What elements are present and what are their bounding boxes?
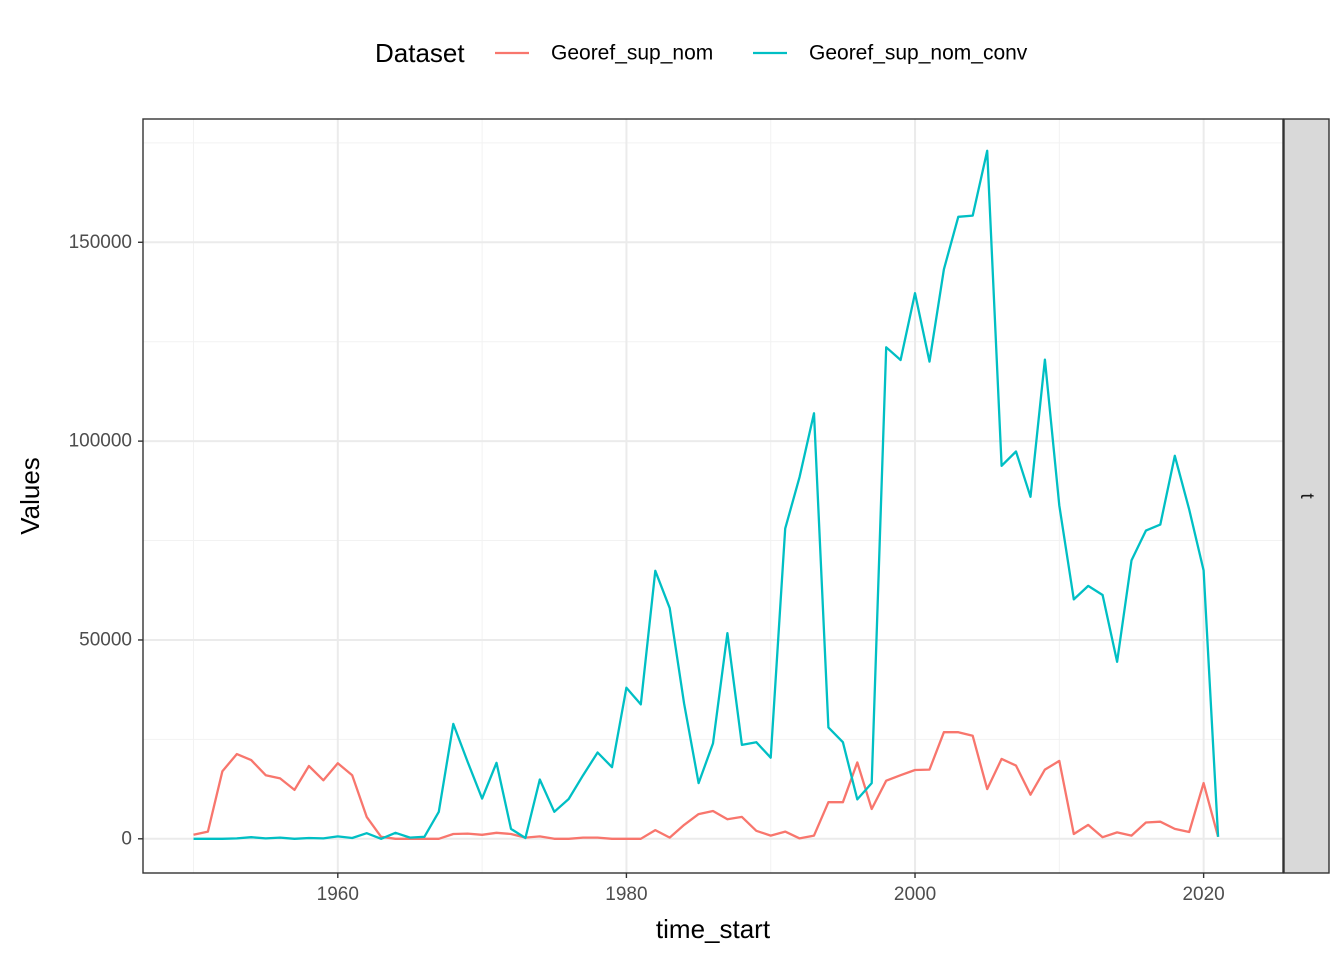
series-line [193, 731, 1220, 840]
series-lines [193, 149, 1220, 840]
legend: Dataset Georef_sup_nom Georef_sup_nom_con… [375, 38, 1028, 68]
legend-entry-label: Georef_sup_nom_conv [809, 42, 1028, 65]
facet-strip-label: t [1296, 493, 1317, 499]
plot-panel-border [142, 118, 1284, 874]
y-tick-label: 50000 [79, 629, 132, 650]
y-axis: 0 50000 100000 150000 [69, 232, 143, 849]
y-tick-label: 0 [121, 828, 132, 849]
x-tick-label: 1980 [605, 884, 647, 905]
legend-entry-label: Georef_sup_nom [551, 42, 713, 65]
plot-panel [143, 119, 1283, 873]
legend-title: Dataset [375, 38, 465, 68]
facet-strip: t [1283, 118, 1330, 874]
series-line [193, 149, 1220, 840]
x-tick-label: 1960 [317, 884, 359, 905]
x-tick-label: 2000 [894, 884, 936, 905]
x-tick-label: 2020 [1182, 884, 1224, 905]
x-axis-title: time_start [656, 914, 771, 944]
y-tick-label: 150000 [69, 232, 132, 253]
y-tick-label: 100000 [69, 431, 132, 452]
major-gridlines [143, 119, 1283, 873]
facet-strip-background [1283, 118, 1330, 874]
y-axis-title: Values [15, 457, 45, 535]
x-axis: 1960 1980 2000 2020 [317, 873, 1225, 905]
